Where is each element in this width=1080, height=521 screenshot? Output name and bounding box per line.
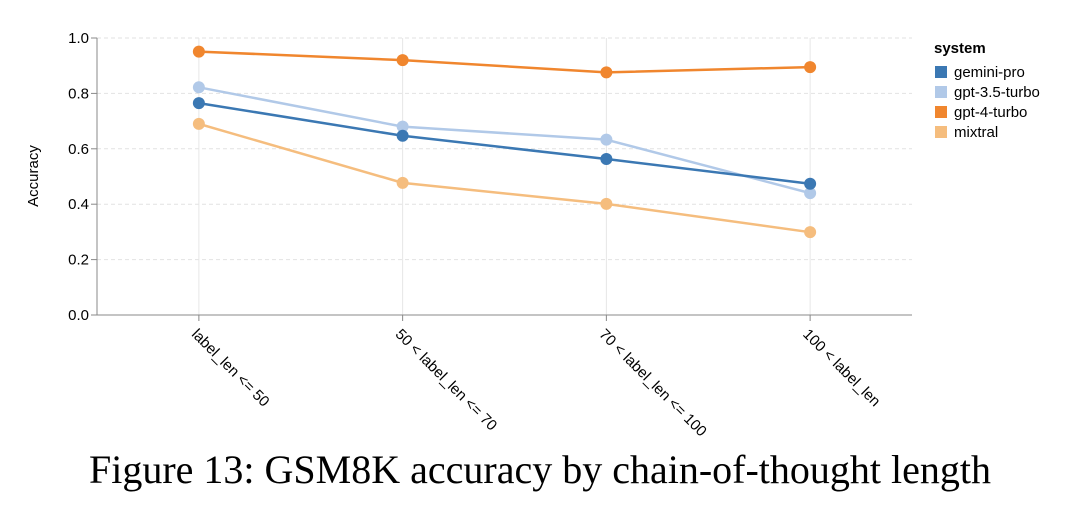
figure-caption: Figure 13: GSM8K accuracy by chain-of-th… — [88, 447, 991, 492]
y-axis-title: Accuracy — [25, 145, 42, 207]
x-tick-label: 70 < label_len <= 100 — [596, 326, 710, 440]
data-point-gpt-3.5-turbo — [396, 120, 409, 133]
legend-swatch-gpt-3.5-turbo — [935, 86, 947, 98]
data-point-gpt-4-turbo — [804, 61, 817, 74]
series-line-mixtral — [198, 122, 811, 234]
data-point-gemini-pro — [804, 177, 817, 190]
y-tick-label: 0.0 — [68, 307, 89, 324]
legend-swatch-gemini-pro — [935, 66, 947, 78]
data-point-mixtral — [804, 226, 817, 239]
data-point-gemini-pro — [600, 153, 613, 166]
series-line-gemini-pro — [198, 101, 811, 185]
y-tick-label: 0.8 — [68, 85, 89, 102]
data-point-mixtral — [192, 117, 205, 130]
data-point-gpt-4-turbo — [192, 45, 205, 58]
data-point-gemini-pro — [396, 129, 409, 142]
data-point-gpt-3.5-turbo — [600, 133, 613, 146]
series-line-gpt-3.5-turbo — [198, 86, 811, 195]
x-tick-label: 100 < label_len — [799, 326, 883, 410]
data-point-gpt-4-turbo — [396, 54, 409, 67]
data-point-gpt-3.5-turbo — [192, 81, 205, 94]
y-tick-label: 0.2 — [68, 252, 89, 269]
legend-label-gpt-3.5-turbo: gpt-3.5-turbo — [954, 84, 1040, 101]
y-tick-label: 0.6 — [68, 141, 89, 158]
legend-label-gemini-pro: gemini-pro — [954, 64, 1025, 81]
x-tick-label: label_len <= 50 — [188, 326, 273, 411]
legend-label-gpt-4-turbo: gpt-4-turbo — [954, 104, 1027, 121]
x-tick-label: 50 < label_len <= 70 — [392, 326, 500, 434]
series-line-gpt-4-turbo — [198, 50, 811, 74]
data-point-gemini-pro — [192, 97, 205, 110]
legend: system gemini-pro gpt-3.5-turbo gpt-4-turbo… — [934, 40, 1040, 141]
legend-swatch-mixtral — [935, 126, 947, 138]
y-tick-label: 0.4 — [68, 196, 89, 213]
data-point-gpt-4-turbo — [600, 66, 613, 79]
data-point-mixtral — [396, 176, 409, 189]
legend-swatch-gpt-4-turbo — [935, 106, 947, 118]
series-lines — [192, 45, 817, 239]
y-tick-label: 1.0 — [68, 30, 89, 47]
data-point-mixtral — [600, 197, 613, 210]
legend-title: system — [934, 40, 986, 57]
legend-label-mixtral: mixtral — [954, 124, 998, 141]
gridlines — [97, 37, 912, 315]
data-point-gpt-3.5-turbo — [804, 187, 817, 200]
